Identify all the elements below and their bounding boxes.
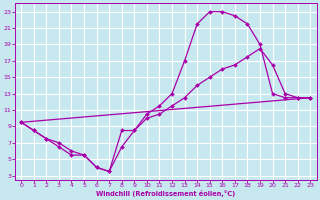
X-axis label: Windchill (Refroidissement éolien,°C): Windchill (Refroidissement éolien,°C) — [96, 190, 236, 197]
